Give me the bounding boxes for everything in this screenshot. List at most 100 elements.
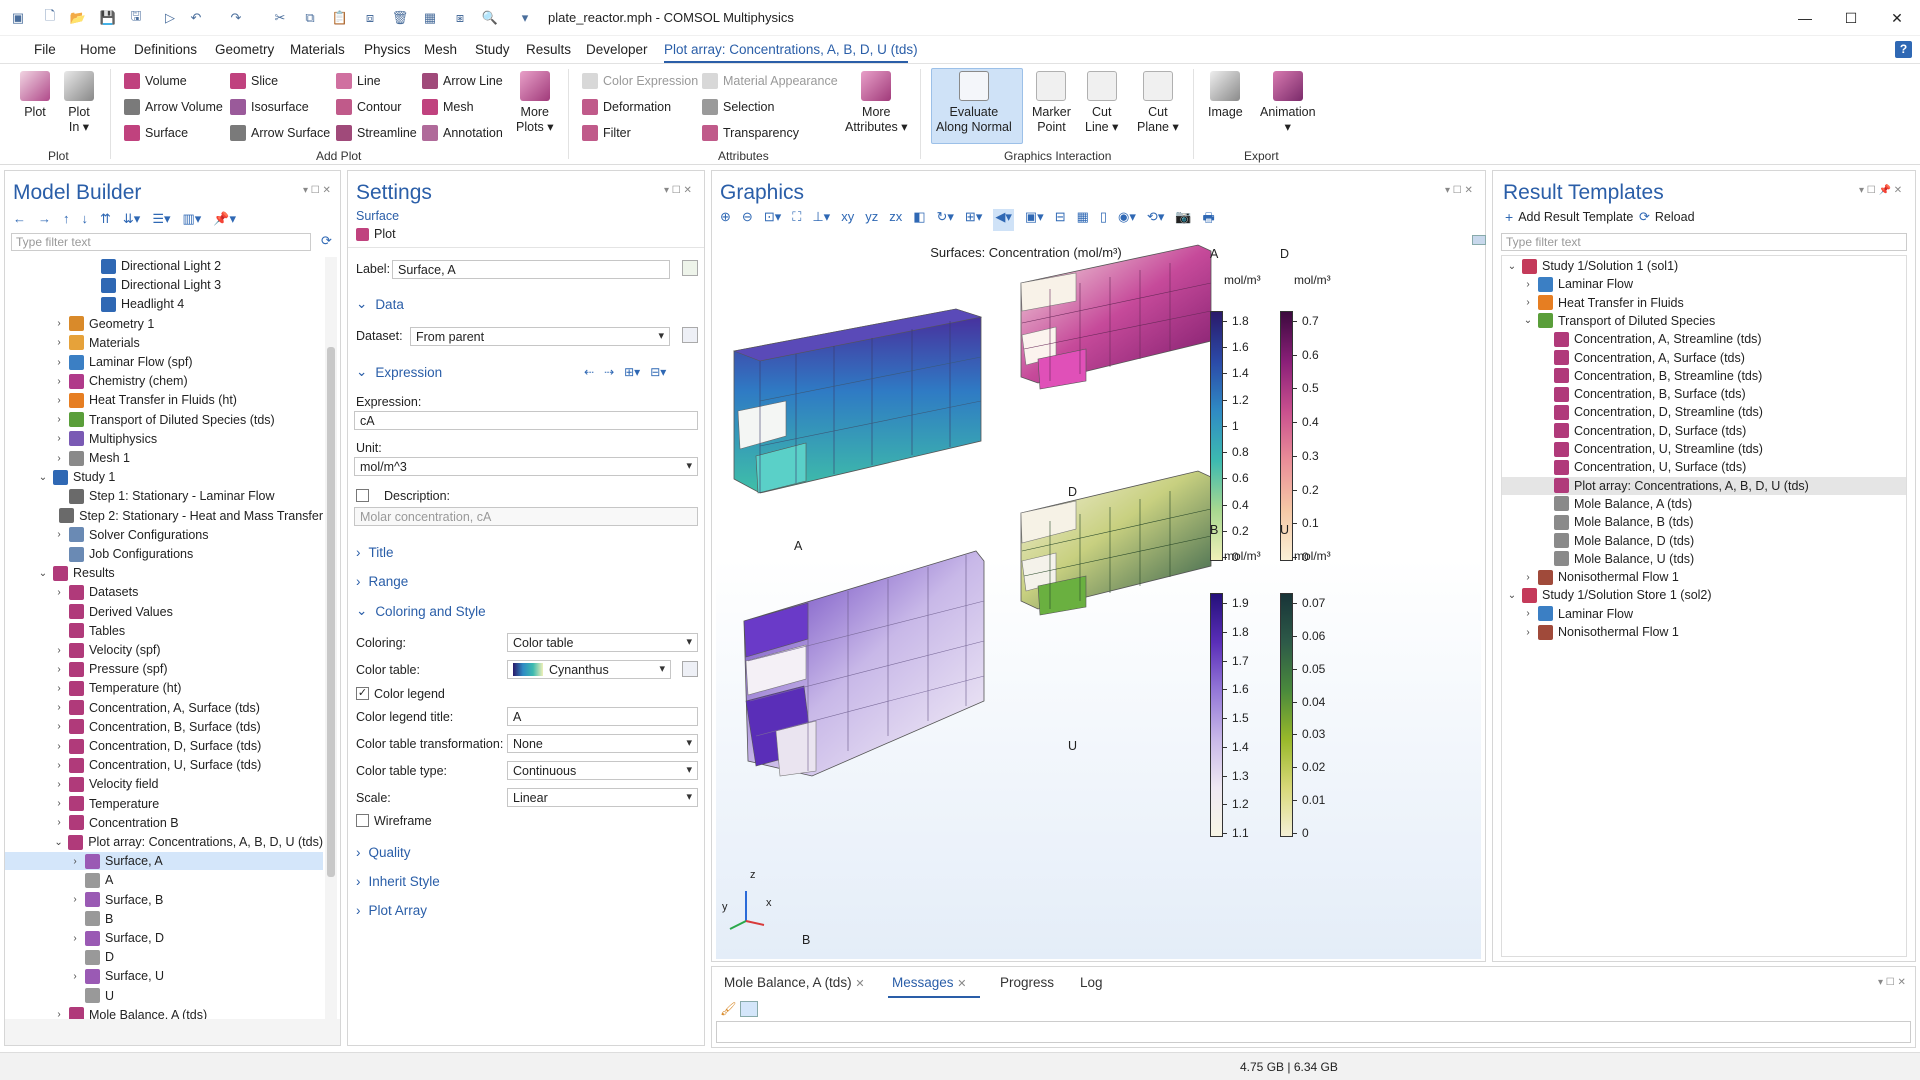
lighting-icon[interactable]: ◀▾: [993, 209, 1014, 231]
collapsed-chevron-icon[interactable]: ›: [73, 970, 77, 982]
clear-icon[interactable]: 🖌: [720, 1001, 737, 1016]
back-icon[interactable]: ←: [13, 211, 26, 226]
model-tree-item[interactable]: Headlight 4: [5, 295, 323, 313]
collapsed-chevron-icon[interactable]: ›: [57, 356, 61, 368]
model-tree-item[interactable]: › Temperature: [5, 795, 323, 813]
render-icon[interactable]: ◉▾: [1118, 209, 1136, 224]
result-templates-filter-input[interactable]: Type filter text: [1501, 233, 1907, 251]
menu-developer[interactable]: Developer: [586, 42, 648, 57]
close-tab-icon[interactable]: ✕: [957, 978, 967, 990]
streamline-button[interactable]: Streamline: [336, 125, 417, 141]
model-tree-item[interactable]: Step 2: Stationary - Heat and Mass Trans…: [5, 507, 323, 525]
collapsed-chevron-icon[interactable]: ›: [57, 702, 61, 714]
result-template-item[interactable]: › Heat Transfer in Fluids: [1502, 294, 1906, 312]
plot-link[interactable]: Plot: [356, 227, 396, 241]
forward-icon[interactable]: →: [38, 211, 51, 226]
close-window-button[interactable]: ✕: [1891, 9, 1903, 26]
insert-expression-icon[interactable]: ⇢: [604, 365, 615, 379]
camera-icon[interactable]: 📷: [1175, 209, 1192, 224]
result-template-item[interactable]: ⌄ Study 1/Solution Store 1 (sol2): [1502, 586, 1906, 604]
collapsed-chevron-icon[interactable]: ›: [57, 798, 61, 810]
expression-options-icon[interactable]: ⊞▾: [624, 365, 641, 379]
model-tree-item[interactable]: › Heat Transfer in Fluids (ht): [5, 391, 323, 409]
result-template-item[interactable]: Mole Balance, U (tds): [1502, 550, 1906, 568]
replace-expression-icon[interactable]: ⇠: [584, 365, 595, 379]
rotate-icon[interactable]: ↻▾: [936, 209, 954, 224]
material-appearance-button[interactable]: Material Appearance: [702, 73, 838, 89]
menu-definitions[interactable]: Definitions: [134, 42, 198, 57]
scroll-lock-icon[interactable]: [740, 1001, 758, 1017]
menu-file[interactable]: File: [34, 42, 56, 57]
move-up-icon[interactable]: ↑: [63, 211, 70, 226]
paste-icon[interactable]: 📋: [331, 10, 349, 25]
inherit-style-section[interactable]: › Inherit Style: [356, 874, 440, 889]
menu-study[interactable]: Study: [475, 42, 510, 57]
expanded-chevron-icon[interactable]: ⌄: [54, 836, 63, 848]
coloring-section[interactable]: ⌄ Coloring and Style: [356, 603, 486, 619]
expanded-chevron-icon[interactable]: ⌄: [1507, 589, 1517, 601]
model-tree-item[interactable]: › Datasets: [5, 583, 323, 601]
view-zx-icon[interactable]: zx: [889, 209, 903, 224]
collapsed-chevron-icon[interactable]: ›: [57, 586, 61, 598]
surface-button[interactable]: Surface: [124, 125, 188, 141]
expanded-chevron-icon[interactable]: ⌄: [1523, 315, 1533, 327]
save-icon[interactable]: 💾: [99, 10, 117, 25]
collapsed-chevron-icon[interactable]: ›: [57, 759, 61, 771]
model-tree-item[interactable]: Directional Light 2: [5, 257, 323, 275]
collapsed-chevron-icon[interactable]: ›: [73, 932, 77, 944]
animation-button[interactable]: Animation ▾: [1260, 71, 1316, 135]
model-tree-item[interactable]: › Mole Balance, A (tds): [5, 1006, 323, 1019]
collapsed-chevron-icon[interactable]: ›: [1526, 278, 1530, 290]
image-button[interactable]: Image: [1208, 71, 1243, 120]
model-tree-item[interactable]: › Laminar Flow (spf): [5, 353, 323, 371]
line-button[interactable]: Line: [336, 73, 381, 89]
dataset-select[interactable]: From parent: [410, 327, 670, 346]
scale-select[interactable]: Linear: [507, 788, 698, 807]
collapsed-chevron-icon[interactable]: ›: [57, 817, 61, 829]
color-table-select[interactable]: Cynanthus: [507, 660, 671, 679]
annotation-button[interactable]: Annotation: [422, 125, 503, 141]
tab-mole-balance[interactable]: Mole Balance, A (tds) ✕: [724, 975, 865, 990]
result-template-item[interactable]: Concentration, U, Streamline (tds): [1502, 440, 1906, 458]
description-checkbox[interactable]: [356, 489, 369, 502]
arrow-volume-button[interactable]: Arrow Volume: [124, 99, 223, 115]
model-tree-item[interactable]: › Geometry 1: [5, 315, 323, 333]
expression-more-icon[interactable]: ⊟▾: [650, 365, 667, 379]
result-template-item[interactable]: ⌄ Transport of Diluted Species: [1502, 312, 1906, 330]
view-yz-icon[interactable]: yz: [865, 209, 879, 224]
isosurface-button[interactable]: Isosurface: [230, 99, 309, 115]
model-tree-item[interactable]: › Velocity field: [5, 775, 323, 793]
color-table-browse-icon[interactable]: [682, 661, 698, 677]
duplicate-icon[interactable]: ⧈: [365, 10, 375, 25]
description-input[interactable]: Molar concentration, cA: [354, 507, 698, 526]
compute-icon[interactable]: ⧆: [455, 10, 465, 25]
model-tree-item[interactable]: › Mesh 1: [5, 449, 323, 467]
wireframe-checkbox[interactable]: [356, 814, 369, 827]
collapsed-chevron-icon[interactable]: ›: [1526, 297, 1530, 309]
go-to-view-icon[interactable]: ◧: [913, 209, 926, 224]
result-template-item[interactable]: Concentration, B, Streamline (tds): [1502, 367, 1906, 385]
contour-button[interactable]: Contour: [336, 99, 401, 115]
model-tree-item[interactable]: › Materials: [5, 334, 323, 352]
view-xy-icon[interactable]: xy: [841, 209, 855, 224]
result-template-item[interactable]: Concentration, B, Surface (tds): [1502, 385, 1906, 403]
expanded-chevron-icon[interactable]: ⌄: [38, 567, 48, 579]
zoom-out-icon[interactable]: ⊖: [741, 209, 753, 224]
legend-title-input[interactable]: A: [507, 707, 698, 726]
wireframe-icon[interactable]: ▯: [1099, 209, 1108, 224]
plot-button[interactable]: Plot: [20, 71, 50, 120]
grid-icon[interactable]: ▦: [1076, 209, 1089, 224]
coloring-select[interactable]: Color table: [507, 633, 698, 652]
collapsed-chevron-icon[interactable]: ›: [57, 721, 61, 733]
customize-quick-access-icon[interactable]: ▾: [521, 10, 529, 25]
panel-controls-icon[interactable]: ▾ ☐ ✕: [1878, 977, 1906, 988]
menu-results[interactable]: Results: [526, 42, 572, 57]
collapsed-chevron-icon[interactable]: ›: [57, 433, 61, 445]
result-template-item[interactable]: Mole Balance, A (tds): [1502, 495, 1906, 513]
plot-in-button[interactable]: Plot In ▾: [64, 71, 94, 135]
arrow-line-button[interactable]: Arrow Line: [422, 73, 503, 89]
model-tree-item[interactable]: › Concentration, U, Surface (tds): [5, 756, 323, 774]
pin-icon[interactable]: 📌▾: [213, 211, 237, 226]
model-tree-item[interactable]: › Concentration, A, Surface (tds): [5, 699, 323, 717]
result-template-item[interactable]: Concentration, A, Surface (tds): [1502, 349, 1906, 367]
